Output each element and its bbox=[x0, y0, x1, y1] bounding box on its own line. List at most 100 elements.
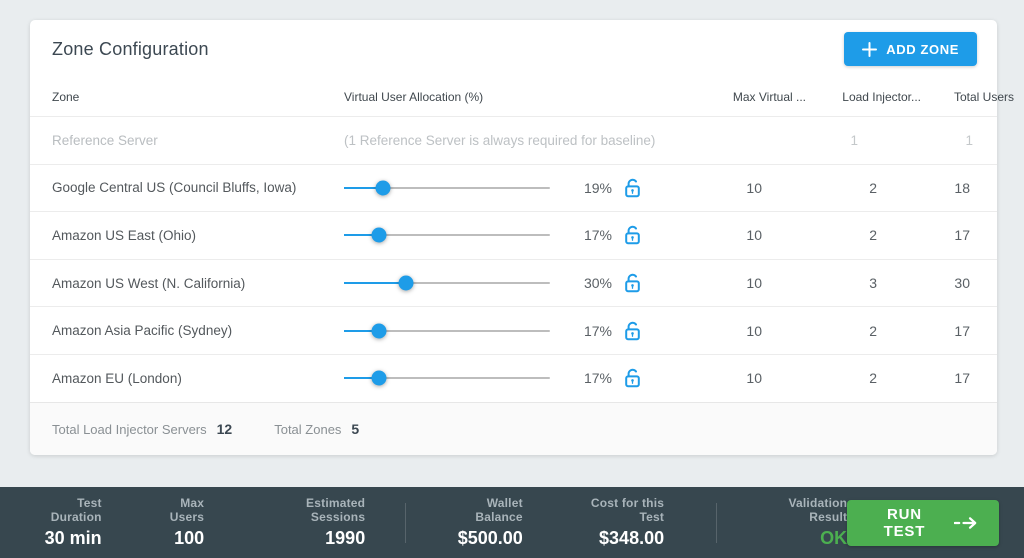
allocation-slider[interactable] bbox=[344, 275, 550, 291]
slider-track[interactable] bbox=[344, 329, 550, 332]
max-virtual-value: 10 bbox=[746, 370, 762, 387]
lock-toggle[interactable] bbox=[612, 273, 652, 293]
stat-wallet-balance: Wallet Balance $500.00 bbox=[446, 496, 523, 549]
allocation-slider[interactable] bbox=[344, 227, 550, 243]
table-row: Google Central US (Council Bluffs, Iowa)… bbox=[30, 163, 997, 212]
stat-label: Validation Result bbox=[788, 496, 848, 524]
max-virtual-value: 10 bbox=[746, 275, 762, 292]
slider-fill bbox=[344, 282, 406, 285]
zone-configuration-card: Zone Configuration ADD ZONE Zone Virtual… bbox=[30, 20, 1014, 455]
zone-name: Google Central US (Council Bluffs, Iowa) bbox=[52, 180, 297, 196]
allocation-value: 17% bbox=[583, 227, 612, 244]
col-header-zone: Zone bbox=[52, 90, 80, 104]
total-users-value: 18 bbox=[954, 179, 970, 196]
total-users-value: 17 bbox=[954, 227, 970, 244]
zone-name: Amazon EU (London) bbox=[52, 370, 182, 386]
table-header-row: Zone Virtual User Allocation (%) Max Vir… bbox=[30, 78, 1014, 116]
load-injectors-value: 2 bbox=[869, 322, 877, 339]
unlock-icon bbox=[624, 178, 640, 198]
unlock-icon bbox=[624, 273, 640, 293]
stat-label: Max Users bbox=[169, 496, 205, 524]
stat-value: $348.00 bbox=[599, 528, 665, 548]
total-load-injectors: Total Load Injector Servers 12 bbox=[52, 421, 232, 437]
slider-fill bbox=[344, 234, 380, 237]
col-header-total-users: Total Users bbox=[953, 90, 1014, 104]
table-row: Amazon US West (N. California) 30% 10 3 … bbox=[30, 258, 997, 307]
add-zone-label: ADD ZONE bbox=[886, 41, 959, 57]
stat-value: 1990 bbox=[325, 528, 366, 548]
allocation-slider[interactable] bbox=[344, 180, 550, 196]
footer-divider bbox=[716, 502, 717, 543]
stat-test-duration: Test Duration 30 min bbox=[32, 496, 102, 549]
slider-track[interactable] bbox=[344, 234, 550, 237]
load-injectors-value: 2 bbox=[869, 227, 877, 244]
load-injectors-value: 2 bbox=[869, 179, 877, 196]
allocation-value: 17% bbox=[583, 370, 612, 387]
col-header-allocation: Virtual User Allocation (%) bbox=[344, 90, 484, 104]
reference-server-note: (1 Reference Server is always required f… bbox=[344, 132, 656, 148]
total-zones-value: 5 bbox=[351, 421, 360, 437]
reference-server-name: Reference Server bbox=[52, 132, 158, 148]
unlock-icon bbox=[624, 321, 640, 340]
total-load-injectors-value: 12 bbox=[216, 421, 233, 437]
slider-track[interactable] bbox=[344, 377, 550, 380]
slider-track[interactable] bbox=[344, 186, 550, 189]
total-users-value: 17 bbox=[954, 370, 970, 387]
plus-icon bbox=[862, 41, 878, 57]
table-row: Amazon Asia Pacific (Sydney) 17% 10 2 17 bbox=[30, 306, 997, 354]
stat-label: Estimated Sessions bbox=[306, 496, 366, 524]
col-header-max-virtual: Max Virtual ... bbox=[732, 90, 806, 104]
add-zone-button[interactable]: ADD ZONE bbox=[844, 32, 977, 66]
unlock-icon bbox=[624, 226, 640, 245]
lock-toggle[interactable] bbox=[612, 368, 652, 388]
slider-fill bbox=[344, 329, 380, 332]
summary-footer-bar: Test Duration 30 min Max Users 100 Estim… bbox=[0, 487, 1024, 558]
run-test-button[interactable]: RUN TEST bbox=[847, 499, 1000, 546]
stat-cost-for-test: Cost for this Test $348.00 bbox=[575, 496, 664, 549]
slider-fill bbox=[344, 377, 380, 380]
zone-name: Amazon Asia Pacific (Sydney) bbox=[52, 323, 233, 339]
table-row: Amazon EU (London) 17% 10 2 17 bbox=[30, 353, 997, 402]
total-load-injectors-label: Total Load Injector Servers bbox=[52, 421, 207, 437]
card-header: Zone Configuration ADD ZONE bbox=[30, 20, 997, 78]
footer-divider bbox=[405, 502, 407, 543]
max-virtual-value: 10 bbox=[746, 179, 762, 196]
stat-max-users: Max Users 100 bbox=[150, 496, 204, 549]
slider-fill bbox=[344, 186, 384, 189]
max-virtual-value: 10 bbox=[746, 322, 762, 339]
lock-toggle[interactable] bbox=[612, 178, 652, 198]
slider-thumb[interactable] bbox=[371, 370, 387, 386]
slider-thumb[interactable] bbox=[371, 323, 387, 339]
unlock-icon bbox=[624, 369, 640, 388]
totals-row: Total Load Injector Servers 12 Total Zon… bbox=[30, 402, 997, 455]
total-zones-label: Total Zones bbox=[274, 421, 342, 437]
stat-value: $500.00 bbox=[457, 528, 523, 548]
stat-label: Test Duration bbox=[50, 496, 102, 524]
validation-result-value: OK bbox=[820, 528, 848, 548]
stat-estimated-sessions: Estimated Sessions 1990 bbox=[262, 496, 365, 549]
slider-track[interactable] bbox=[344, 282, 550, 285]
run-test-label: RUN TEST bbox=[883, 505, 926, 540]
allocation-value: 30% bbox=[583, 275, 612, 292]
lock-toggle[interactable] bbox=[612, 225, 652, 245]
load-injectors-value: 2 bbox=[869, 370, 877, 387]
slider-thumb[interactable] bbox=[371, 227, 387, 243]
stat-value: 100 bbox=[174, 528, 205, 548]
allocation-slider[interactable] bbox=[344, 370, 550, 386]
slider-thumb[interactable] bbox=[375, 180, 391, 196]
slider-thumb[interactable] bbox=[398, 275, 414, 291]
reference-total-users: 1 bbox=[973, 133, 1024, 148]
table-row: Amazon US East (Ohio) 17% 10 2 17 bbox=[30, 211, 997, 259]
allocation-slider[interactable] bbox=[344, 323, 550, 339]
page-title: Zone Configuration bbox=[52, 38, 209, 59]
allocation-value: 19% bbox=[583, 179, 612, 196]
reference-max-virtual: 1 bbox=[850, 132, 858, 148]
max-virtual-value: 10 bbox=[746, 227, 762, 244]
zone-name: Amazon US West (N. California) bbox=[52, 275, 246, 291]
total-users-value: 17 bbox=[954, 322, 970, 339]
stat-label: Cost for this Test bbox=[590, 496, 665, 524]
total-users-value: 30 bbox=[954, 275, 970, 292]
total-zones: Total Zones 5 bbox=[274, 421, 359, 437]
lock-toggle[interactable] bbox=[612, 321, 652, 341]
col-header-load-injector: Load Injector... bbox=[842, 90, 921, 104]
